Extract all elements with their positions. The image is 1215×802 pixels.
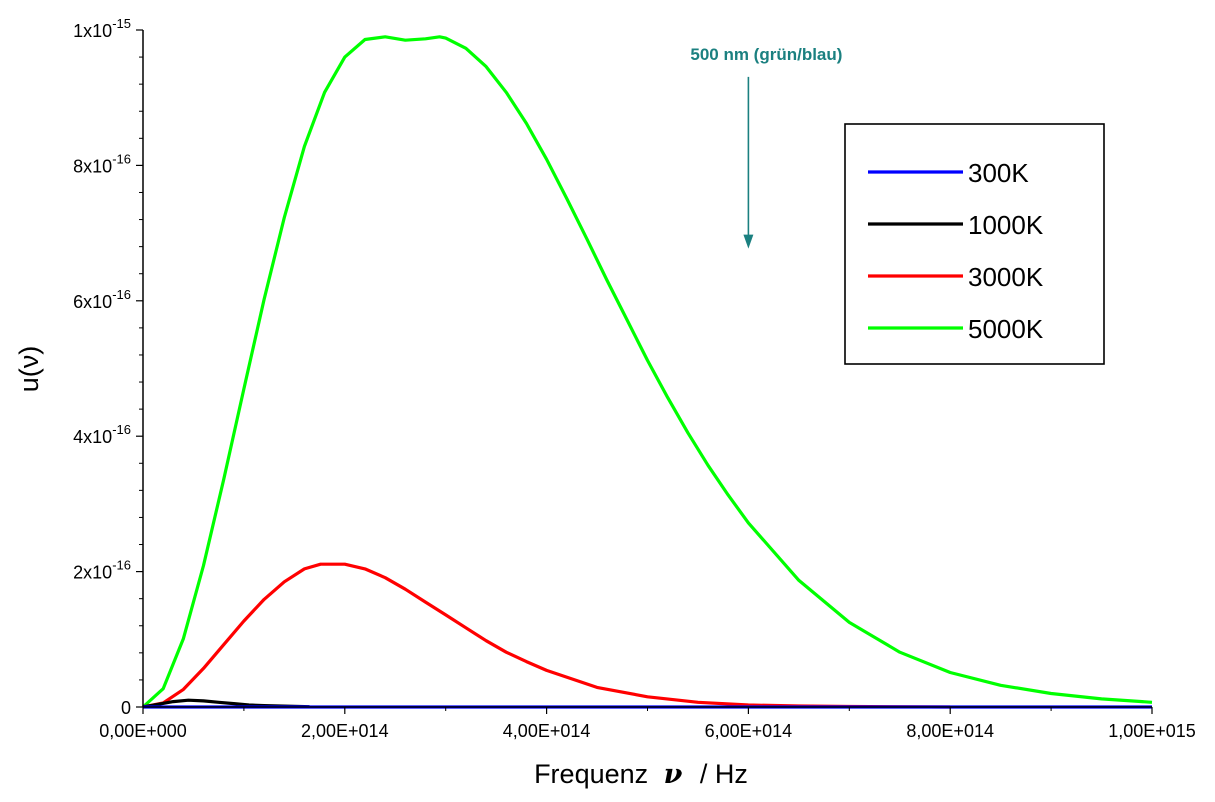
y-tick-label: 4x10-16: [73, 422, 131, 447]
annotation-layer: 500 nm (grün/blau): [690, 45, 842, 249]
y-tick-label: 2x10-16: [73, 558, 131, 583]
x-axis-label-text: Frequenz: [534, 759, 648, 789]
legend-label-3000K: 3000K: [968, 262, 1044, 292]
x-axis-label-symbol: ν: [664, 759, 683, 790]
axes-layer: 0,00E+000 2,00E+014 4,00E+014 6,00E+014 8,00…: [73, 16, 1196, 741]
x-tick-label: 6,00E+014: [705, 721, 793, 741]
legend-label-5000K: 5000K: [968, 314, 1044, 344]
y-tick-label: 6x10-16: [73, 287, 131, 312]
y-tick-label: 0: [121, 698, 131, 718]
series-line-5000K: [141, 35, 1153, 709]
annotation-label: 500 nm (grün/blau): [690, 45, 842, 64]
legend-box: [844, 123, 1105, 365]
x-tick-label: 2,00E+014: [301, 721, 389, 741]
series-line-3000K: [142, 562, 951, 709]
y-tick-label: 8x10-16: [73, 151, 131, 176]
x-axis-label-unit: / Hz: [700, 759, 748, 789]
x-axis-label: Frequenz ν / Hz: [534, 759, 748, 790]
annotation-arrow-head: [743, 234, 754, 249]
legend-label-1000K: 1000K: [968, 210, 1044, 240]
y-axis-label: u(ν): [14, 346, 44, 393]
x-tick-label: 0,00E+000: [99, 721, 187, 741]
x-tick-label: 4,00E+014: [503, 721, 591, 741]
x-tick-label: 8,00E+014: [906, 721, 994, 741]
legend-label-300K: 300K: [968, 158, 1029, 188]
legend: 300K 1000K 3000K 5000K: [844, 123, 1105, 365]
x-tick-label: 1,00E+015: [1108, 721, 1196, 741]
y-tick-label: 1x10-15: [73, 16, 131, 41]
